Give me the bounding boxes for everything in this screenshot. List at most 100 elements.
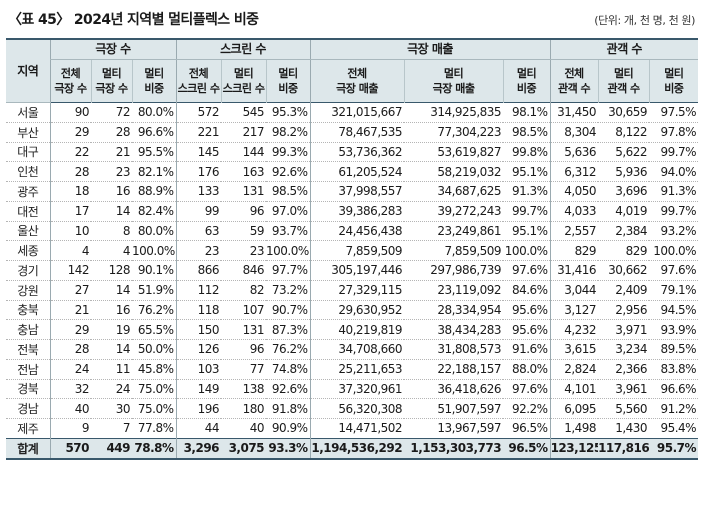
subheader-cell: 전체 스크린 수 — [175, 59, 222, 103]
region-cell: 대구 — [6, 142, 50, 163]
value-cell: 97.6% — [503, 260, 551, 281]
value-cell: 25,211,653 — [309, 359, 405, 380]
value-cell: 36,418,626 — [404, 379, 504, 400]
value-cell: 28 — [49, 161, 91, 182]
value-cell: 95.4% — [649, 418, 699, 439]
value-cell: 217 — [221, 122, 267, 143]
value-cell: 138 — [221, 379, 267, 400]
header-group-theaters: 극장 수 — [49, 39, 177, 60]
value-cell: 1,194,536,292 — [309, 437, 405, 460]
value-cell: 28 — [91, 122, 132, 143]
value-cell: 37,320,961 — [309, 379, 405, 400]
value-cell: 34,708,660 — [309, 339, 405, 360]
value-cell: 93.2% — [649, 221, 699, 242]
value-cell: 321,015,667 — [309, 102, 405, 123]
table-row: 충북 21 16 76.2% 118 107 90.7% 29,630,952 28,334,9… — [6, 300, 699, 321]
subheader-line: 비중 — [278, 82, 298, 95]
table-row: 광주 18 16 88.9% 133 131 98.5% 37,998,557 34,687,6… — [6, 181, 699, 202]
value-cell: 10 — [49, 221, 91, 242]
value-cell: 96 — [221, 339, 267, 360]
value-cell: 77 — [221, 359, 267, 380]
value-cell: 99.7% — [649, 142, 699, 163]
table-row: 강원 27 14 51.9% 112 82 73.2% 27,329,115 23,119,09… — [6, 280, 699, 301]
value-cell: 221 — [175, 122, 222, 143]
value-cell: 40,219,819 — [309, 319, 405, 340]
value-cell: 142 — [49, 260, 91, 281]
subheader-line: 극장 수 — [95, 82, 128, 95]
value-cell: 95.5% — [132, 142, 177, 163]
subheader-line: 전체 — [188, 67, 209, 80]
value-cell: 163 — [221, 161, 267, 182]
region-cell: 대전 — [6, 201, 50, 222]
subheader-line: 멀티 — [613, 67, 634, 80]
value-cell: 23,249,861 — [404, 221, 504, 242]
value-cell: 76.2% — [266, 339, 311, 360]
value-cell: 180 — [221, 398, 267, 419]
value-cell: 29 — [49, 122, 91, 143]
region-cell: 광주 — [6, 181, 50, 202]
value-cell: 7,859,509 — [404, 240, 504, 261]
value-cell: 77.8% — [132, 418, 177, 439]
value-cell: 545 — [221, 102, 267, 123]
region-cell: 인천 — [6, 161, 50, 182]
value-cell: 75.0% — [132, 379, 177, 400]
value-cell: 4 — [49, 240, 91, 261]
value-cell: 7 — [91, 418, 132, 439]
value-cell: 97.6% — [649, 260, 699, 281]
value-cell: 30,659 — [598, 102, 650, 123]
value-cell: 95.6% — [503, 300, 551, 321]
value-cell: 2,384 — [598, 221, 650, 242]
value-cell: 846 — [221, 260, 267, 281]
region-cell: 부산 — [6, 122, 50, 143]
table-row: 경기 142 128 90.1% 866 846 97.7% 305,197,446 297,9… — [6, 260, 699, 281]
value-cell: 176 — [175, 161, 222, 182]
table-row: 인천 28 23 82.1% 176 163 92.6% 61,205,524 58,219,0… — [6, 161, 699, 182]
value-cell: 3,961 — [598, 379, 650, 400]
value-cell: 14,471,502 — [309, 418, 405, 439]
table-row: 울산 10 8 80.0% 63 59 93.7% 24,456,438 23,249,861 9… — [6, 221, 699, 242]
value-cell: 91.3% — [649, 181, 699, 202]
value-cell: 14 — [91, 201, 132, 222]
value-cell: 97.6% — [503, 379, 551, 400]
value-cell: 91.2% — [649, 398, 699, 419]
value-cell: 117,816 — [598, 437, 650, 460]
value-cell: 98.5% — [266, 181, 311, 202]
value-cell: 98.5% — [503, 122, 551, 143]
value-cell: 100.0% — [266, 240, 311, 261]
value-cell: 65.5% — [132, 319, 177, 340]
value-cell: 96.6% — [132, 122, 177, 143]
value-cell: 87.3% — [266, 319, 311, 340]
value-cell: 3,127 — [549, 300, 599, 321]
value-cell: 131 — [221, 181, 267, 202]
subheader-line: 전체 — [564, 67, 584, 80]
value-cell: 97.7% — [266, 260, 311, 281]
value-cell: 51,907,597 — [404, 398, 504, 419]
table-header: 지역 극장 수 스크린 수 극장 매출 관객 수 전체 극장 수 멀티 극장 수 멀티 비… — [6, 39, 699, 103]
value-cell: 99.3% — [266, 142, 311, 163]
value-cell: 98.1% — [503, 102, 551, 123]
table-row: 제주 9 7 77.8% 44 40 90.9% 14,471,502 13,967,597 96… — [6, 418, 699, 439]
subheader-cell: 전체 극장 수 — [49, 59, 91, 103]
value-cell: 100.0% — [503, 240, 551, 261]
subheader-line: 극장 매출 — [336, 82, 378, 95]
value-cell: 3,075 — [221, 437, 267, 460]
value-cell: 53,736,362 — [309, 142, 405, 163]
value-cell: 149 — [175, 379, 222, 400]
subheader-cell: 멀티 비중 — [502, 59, 551, 103]
value-cell: 77,304,223 — [404, 122, 504, 143]
region-cell: 경북 — [6, 379, 50, 400]
value-cell: 97.0% — [266, 201, 311, 222]
table-body: 서울 90 72 80.0% 572 545 95.3% 321,015,667 314,925… — [6, 102, 699, 460]
subheader-cell: 멀티 비중 — [648, 59, 699, 103]
value-cell: 6,095 — [549, 398, 599, 419]
value-cell: 16 — [91, 300, 132, 321]
value-cell: 95.7% — [649, 437, 699, 460]
subheader-cell: 멀티 스크린 수 — [220, 59, 267, 103]
subheader-row: 전체 극장 수 멀티 극장 수 멀티 비중 전체 스크린 수 멀티 스크린 수 멀티 비중 전체 극장 매… — [6, 59, 699, 103]
value-cell: 78.8% — [132, 437, 177, 460]
subheader-line: 멀티 — [278, 67, 298, 80]
value-cell: 88.9% — [132, 181, 177, 202]
value-cell: 37,998,557 — [309, 181, 405, 202]
value-cell: 100.0% — [649, 240, 699, 261]
value-cell: 131 — [221, 319, 267, 340]
